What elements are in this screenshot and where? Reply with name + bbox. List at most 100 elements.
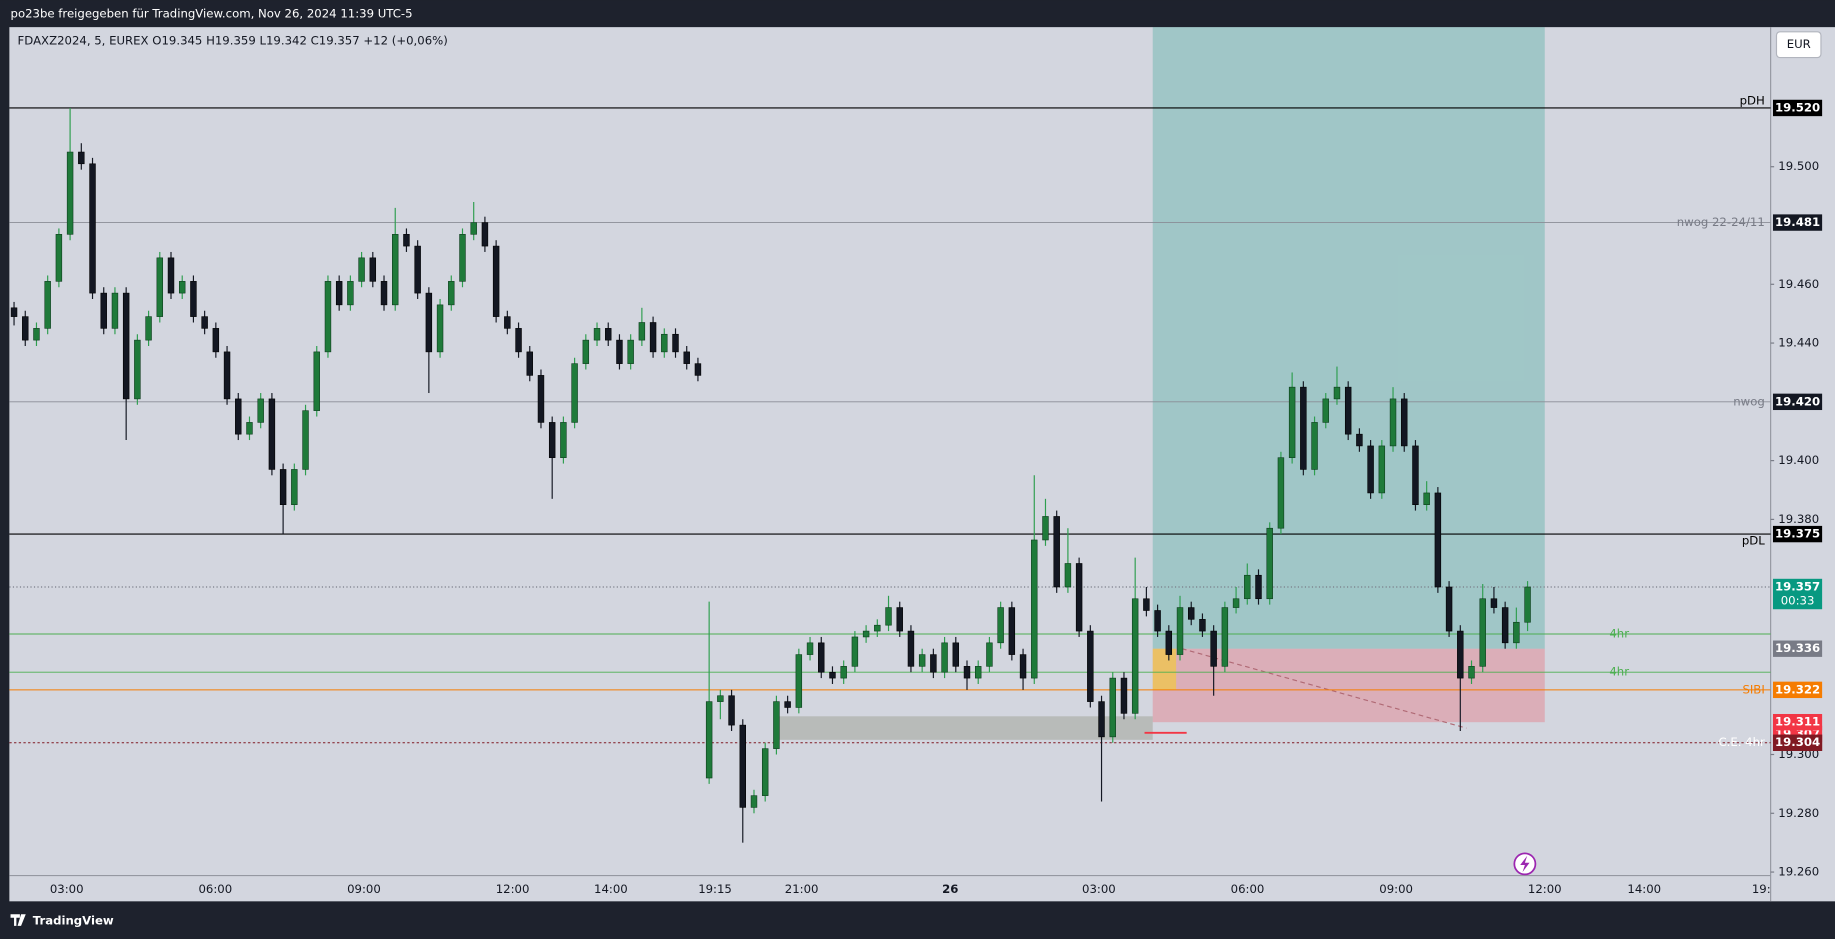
candle-body [257,398,264,423]
candle-body [806,642,814,655]
candle-body [840,666,847,679]
candle-body [347,281,354,306]
candle-body [1210,630,1217,667]
legend: FDAXZ2024, 5, EUREX O19.345 H19.359 L19.… [18,34,448,48]
candle-body [44,281,51,329]
candle-body [1311,422,1318,470]
candle-body [414,245,421,294]
candle-body [425,292,433,353]
candle-body [1221,607,1229,667]
price-tag [1772,393,1823,411]
candle-body [548,422,556,458]
candle-body [1176,607,1184,655]
candle-body [78,151,85,165]
candle-body [1344,386,1352,435]
candle-body [436,304,444,353]
candle-body [515,328,522,353]
candle-body [1053,516,1060,588]
candle-body [1109,677,1116,738]
candle-body [369,257,377,282]
price-tag-label: 19.336 [1775,641,1820,655]
x-tick-label: 14:00 [1627,882,1661,896]
candle-body [784,701,791,708]
x-tick-label: 09:00 [1379,882,1413,896]
candle-body [761,748,769,796]
candle-body [1322,398,1329,423]
x-tick-label: 06:00 [1231,882,1265,896]
candle-body [324,281,332,353]
candle-body [1434,492,1442,588]
candle-body [773,701,780,749]
trend-line [1181,648,1467,729]
candle-body [1513,621,1520,644]
candle-body [380,281,388,306]
candle-body [862,630,870,638]
candle-body [100,292,107,329]
price-tag-label: 19.375 [1775,527,1820,541]
candle-body [728,695,735,726]
candle-body [582,339,590,364]
alert-icon[interactable] [1513,852,1537,876]
candle-body [885,607,892,626]
candle-body [212,328,220,353]
candle-body [818,642,825,673]
candle-body [717,695,724,702]
candle-body [1423,492,1430,505]
candle-body [55,234,63,282]
candle-body [974,666,982,679]
level-label: 4hr [1609,665,1629,679]
x-tick-label: 06:00 [198,882,232,896]
x-tick-label: 12:00 [1528,882,1562,896]
candle-body [1244,574,1251,600]
level-label: nwog [1733,394,1765,408]
candle-body [201,316,208,329]
candle-body [1042,516,1049,541]
gap-zone [778,716,1153,740]
candle-body [1389,398,1397,447]
level-label: pDL [1742,534,1765,548]
countdown: 00:33 [1781,594,1815,608]
price-tag [1772,578,1823,610]
target-zone [1152,27,1545,649]
y-tick-label: 19.400 [1778,453,1819,467]
candle-body [896,607,903,632]
candle-body [459,234,466,282]
price-tag [1772,713,1823,731]
candle-body [235,398,242,435]
candle-body [1288,386,1296,458]
candle-body [448,281,455,306]
candle-body [335,281,343,306]
candle-body [358,257,365,282]
candle-body [122,292,130,400]
candle-body [571,363,578,423]
time-axis [9,875,1771,902]
candle-body [683,351,690,364]
candle-body [291,469,298,505]
candle-body [1064,563,1072,588]
candle-body [1501,607,1509,644]
candle-body [66,151,74,235]
candle-body [1075,563,1083,632]
price-axis [1770,27,1835,902]
price-tag-label: 19.357 [1775,579,1820,593]
candle-body [605,328,612,341]
currency[interactable]: EUR [1787,37,1811,51]
candle-body [627,339,634,364]
candle-body [1266,527,1273,600]
candle-body [930,654,937,673]
candle-body [178,281,186,294]
candle-body [1367,445,1374,494]
candle-body [1457,630,1464,679]
candle-body [1378,445,1386,494]
candle-body [1468,666,1475,679]
candle-body [1131,598,1139,714]
y-tick-label: 19.440 [1778,336,1819,350]
candle-body [537,375,545,423]
x-tick-label: 12:00 [496,882,530,896]
currency-button[interactable] [1775,31,1822,59]
level-label: SIBI [1742,682,1764,696]
candle-body [560,422,567,458]
alert-bolt[interactable] [1520,855,1530,873]
price-tag [1772,734,1823,751]
